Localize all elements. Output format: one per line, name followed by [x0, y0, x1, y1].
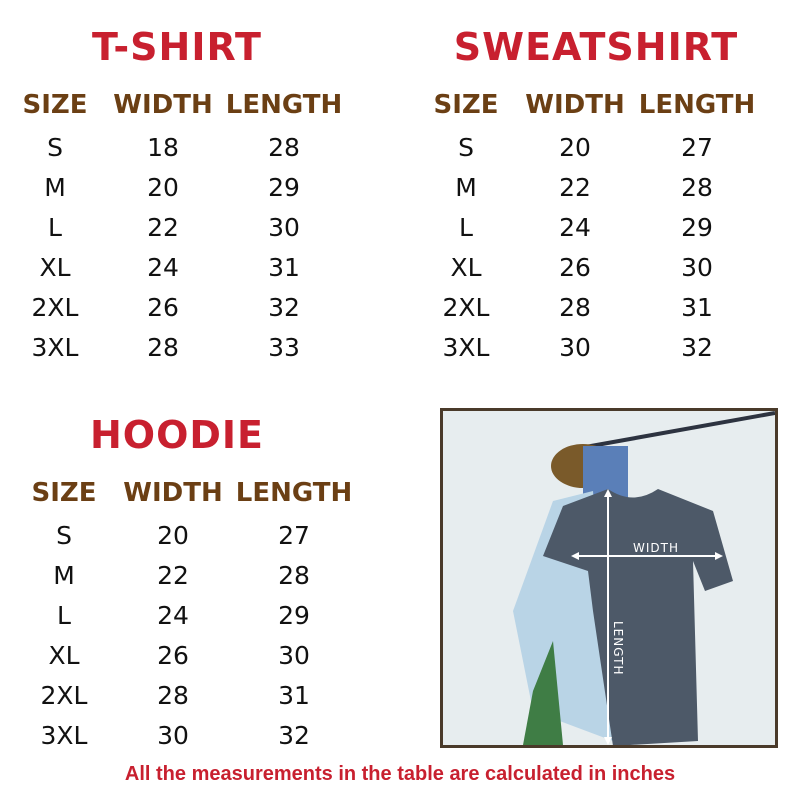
table-cell: 24 — [147, 253, 179, 282]
table-cell: 27 — [278, 521, 310, 550]
table-cell: 22 — [157, 561, 189, 590]
table-cell: 32 — [268, 293, 300, 322]
table-cell: M — [44, 173, 66, 202]
table-cell: S — [56, 521, 72, 550]
table-cell: 31 — [681, 293, 713, 322]
width-label: WIDTH — [633, 541, 679, 555]
table-title: HOODIE — [89, 413, 265, 457]
table-cell: XL — [48, 641, 80, 670]
table-cell: 18 — [147, 133, 179, 162]
table-cell: XL — [39, 253, 71, 282]
column-header: LENGTH — [225, 90, 343, 120]
table-cell: 2XL — [31, 293, 79, 322]
table-cell: 26 — [559, 253, 591, 282]
table-cell: 3XL — [31, 333, 79, 362]
table-cell: S — [47, 133, 63, 162]
table-cell: 30 — [278, 641, 310, 670]
table-cell: 29 — [681, 213, 713, 242]
table-cell: L — [459, 213, 473, 242]
table-cell: 30 — [681, 253, 713, 282]
table-cell: 32 — [278, 721, 310, 750]
table-cell: 24 — [559, 213, 591, 242]
table-cell: XL — [450, 253, 482, 282]
table-cell: 26 — [147, 293, 179, 322]
table-cell: 31 — [268, 253, 300, 282]
table-cell: 28 — [559, 293, 591, 322]
length-label: LENGTH — [611, 621, 625, 676]
table-cell: 27 — [681, 133, 713, 162]
column-header: LENGTH — [638, 90, 756, 120]
table-cell: 30 — [559, 333, 591, 362]
table-cell: 29 — [278, 601, 310, 630]
table-cell: 26 — [157, 641, 189, 670]
table-cell: S — [458, 133, 474, 162]
table-cell: 28 — [278, 561, 310, 590]
table-cell: 22 — [147, 213, 179, 242]
tshirt-illustration-icon — [513, 411, 775, 745]
table-cell: 32 — [681, 333, 713, 362]
table-title: T-SHIRT — [92, 25, 262, 69]
table-cell: L — [48, 213, 62, 242]
table-cell: 30 — [157, 721, 189, 750]
measurement-note: All the measurements in the table are ca… — [124, 763, 676, 785]
column-header: WIDTH — [123, 478, 223, 508]
table-cell: 20 — [157, 521, 189, 550]
table-cell: 28 — [157, 681, 189, 710]
table-cell: 29 — [268, 173, 300, 202]
table-cell: 2XL — [442, 293, 490, 322]
table-cell: 28 — [681, 173, 713, 202]
table-cell: 2XL — [40, 681, 88, 710]
table-cell: 31 — [278, 681, 310, 710]
table-cell: 24 — [157, 601, 189, 630]
table-cell: 22 — [559, 173, 591, 202]
table-cell: 33 — [268, 333, 300, 362]
table-cell: 28 — [268, 133, 300, 162]
table-cell: 28 — [147, 333, 179, 362]
table-cell: 30 — [268, 213, 300, 242]
table-cell: 3XL — [442, 333, 490, 362]
column-header: WIDTH — [113, 90, 213, 120]
table-cell: M — [455, 173, 477, 202]
column-header: WIDTH — [525, 90, 625, 120]
column-header: LENGTH — [235, 478, 353, 508]
table-cell: 20 — [559, 133, 591, 162]
column-header: SIZE — [22, 90, 88, 120]
column-header: SIZE — [31, 478, 97, 508]
table-title: SWEATSHIRT — [453, 25, 739, 69]
table-cell: 3XL — [40, 721, 88, 750]
table-cell: 20 — [147, 173, 179, 202]
table-cell: M — [53, 561, 75, 590]
table-cell: L — [57, 601, 71, 630]
column-header: SIZE — [433, 90, 499, 120]
tshirt-measurement-photo: WIDTH LENGTH — [440, 408, 778, 748]
